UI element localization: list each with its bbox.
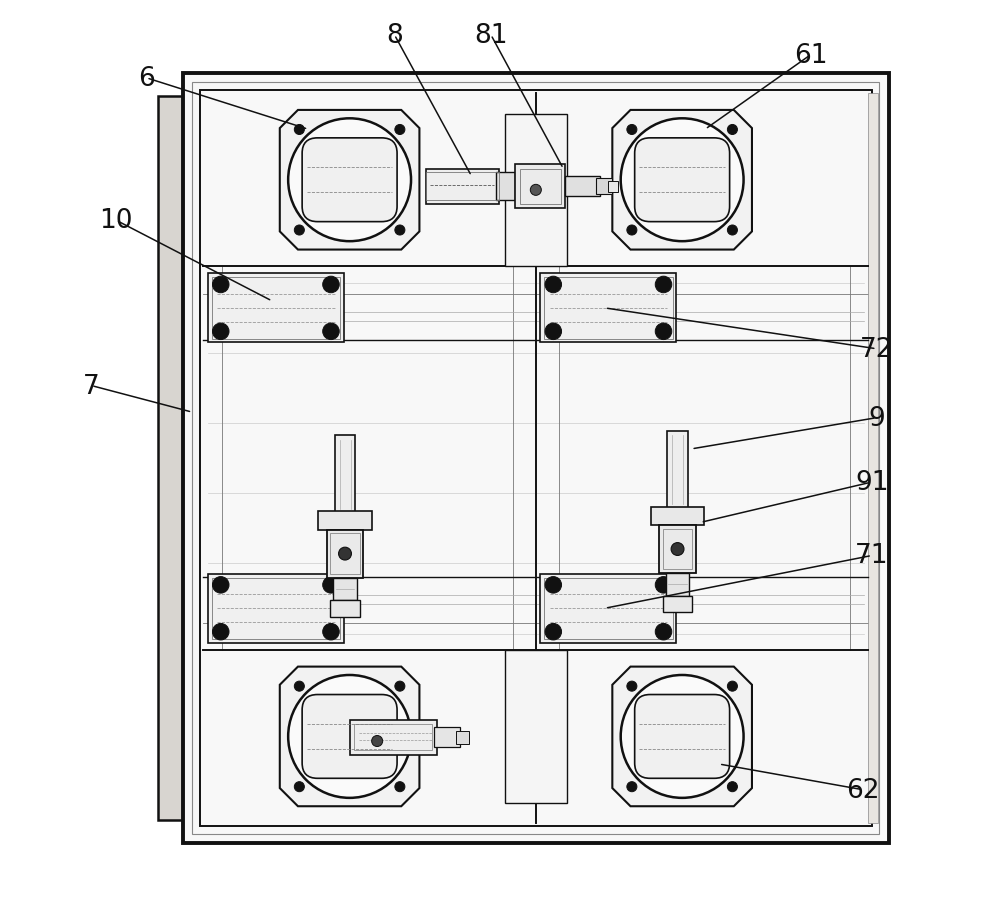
Text: 81: 81 (474, 23, 508, 49)
Bar (208, 574, 344, 643)
Circle shape (545, 277, 562, 293)
Bar (565, 176, 600, 197)
Bar (663, 596, 692, 613)
Bar (540, 274, 676, 343)
Bar (426, 169, 499, 204)
Bar (200, 91, 872, 826)
FancyBboxPatch shape (635, 139, 730, 222)
Bar (540, 574, 676, 643)
Circle shape (212, 323, 229, 340)
Circle shape (671, 543, 684, 556)
Circle shape (530, 185, 541, 196)
Circle shape (212, 624, 229, 641)
Circle shape (621, 119, 744, 242)
Circle shape (395, 782, 405, 792)
Circle shape (727, 681, 737, 691)
Text: 61: 61 (794, 43, 827, 69)
Bar (318, 512, 372, 530)
Bar (434, 728, 460, 748)
Polygon shape (280, 111, 419, 250)
Bar (608, 181, 618, 192)
Circle shape (545, 323, 562, 340)
Bar (212, 578, 340, 640)
Circle shape (627, 782, 637, 792)
Bar (183, 74, 889, 843)
FancyBboxPatch shape (635, 695, 730, 778)
Text: 6: 6 (138, 65, 155, 92)
Circle shape (395, 125, 405, 135)
Circle shape (727, 782, 737, 792)
Bar (354, 725, 432, 751)
FancyBboxPatch shape (302, 139, 397, 222)
Circle shape (655, 624, 672, 641)
Bar (158, 97, 186, 820)
Text: 72: 72 (860, 336, 893, 362)
Text: 71: 71 (855, 543, 889, 569)
Circle shape (655, 323, 672, 340)
Circle shape (288, 119, 411, 242)
Bar (544, 278, 673, 339)
Circle shape (212, 577, 229, 594)
Circle shape (395, 681, 405, 691)
Bar (868, 95, 878, 823)
Circle shape (294, 125, 304, 135)
Text: 91: 91 (855, 470, 889, 495)
Bar (520, 169, 561, 204)
Circle shape (627, 125, 637, 135)
Bar (505, 651, 567, 802)
Bar (335, 436, 355, 514)
Circle shape (545, 624, 562, 641)
Bar (496, 173, 515, 200)
Bar (350, 720, 437, 755)
Bar (330, 601, 360, 618)
Text: 10: 10 (99, 208, 133, 234)
Bar (667, 431, 688, 509)
Circle shape (627, 226, 637, 236)
Polygon shape (612, 667, 752, 806)
Circle shape (655, 577, 672, 594)
Text: 9: 9 (868, 405, 885, 431)
Text: 7: 7 (83, 373, 100, 399)
Bar (666, 573, 689, 596)
Circle shape (372, 736, 383, 747)
Polygon shape (280, 667, 419, 806)
Circle shape (323, 624, 339, 641)
FancyBboxPatch shape (302, 695, 397, 778)
Bar (333, 578, 357, 601)
Circle shape (727, 226, 737, 236)
Bar (544, 578, 673, 640)
Circle shape (288, 675, 411, 798)
Circle shape (727, 125, 737, 135)
Circle shape (627, 681, 637, 691)
Bar (515, 165, 565, 209)
Circle shape (294, 782, 304, 792)
Bar (663, 529, 692, 570)
Circle shape (323, 277, 339, 293)
Bar (596, 178, 612, 195)
Circle shape (323, 577, 339, 594)
Circle shape (395, 226, 405, 236)
Bar (192, 84, 879, 834)
Circle shape (655, 277, 672, 293)
Bar (327, 530, 363, 578)
Circle shape (212, 277, 229, 293)
Circle shape (294, 226, 304, 236)
Circle shape (294, 681, 304, 691)
Circle shape (545, 577, 562, 594)
Bar (651, 507, 704, 526)
Circle shape (339, 548, 351, 561)
Bar (426, 173, 499, 200)
Bar (212, 278, 340, 339)
Circle shape (621, 675, 744, 798)
Bar (659, 526, 696, 573)
Text: 62: 62 (846, 777, 880, 803)
Bar (456, 732, 469, 744)
Bar (330, 534, 360, 574)
Bar (208, 274, 344, 343)
Polygon shape (612, 111, 752, 250)
Circle shape (323, 323, 339, 340)
Bar (505, 115, 567, 267)
Text: 8: 8 (386, 23, 403, 49)
